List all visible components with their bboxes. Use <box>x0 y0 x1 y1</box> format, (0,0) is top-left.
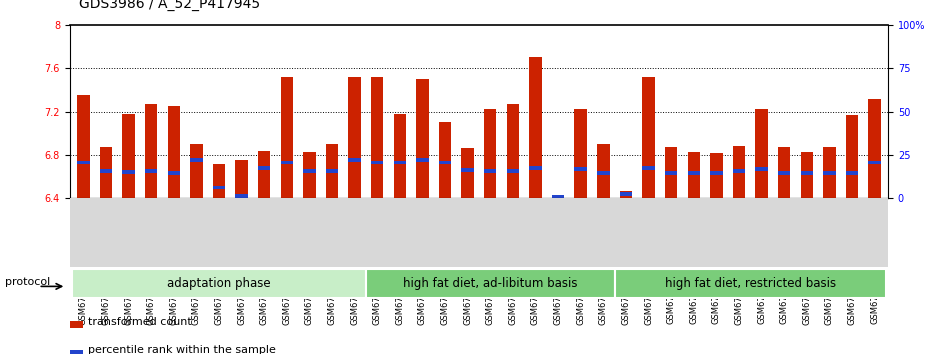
Bar <box>551 197 565 198</box>
Bar <box>733 169 745 173</box>
Bar <box>575 167 587 171</box>
Bar <box>100 147 113 198</box>
Bar <box>417 158 429 162</box>
Bar <box>72 269 365 297</box>
Bar <box>619 192 632 196</box>
Bar <box>417 79 429 198</box>
Bar <box>281 161 293 164</box>
Text: high fat diet, ad-libitum basis: high fat diet, ad-libitum basis <box>403 277 578 290</box>
Bar <box>167 171 180 175</box>
Bar <box>507 104 519 198</box>
Bar <box>755 109 768 198</box>
Bar <box>615 269 886 297</box>
Bar <box>484 169 497 173</box>
Bar <box>190 158 203 162</box>
Bar <box>326 169 339 173</box>
Bar <box>551 195 565 199</box>
Bar <box>213 185 225 189</box>
Bar <box>281 77 293 198</box>
Bar <box>869 161 881 164</box>
Bar <box>167 106 180 198</box>
Text: GDS3986 / A_52_P417945: GDS3986 / A_52_P417945 <box>79 0 260 11</box>
Bar <box>643 77 655 198</box>
Bar <box>77 95 89 198</box>
Text: transformed count: transformed count <box>87 317 192 327</box>
Text: high fat diet, restricted basis: high fat diet, restricted basis <box>665 277 836 290</box>
Bar <box>619 191 632 198</box>
Bar <box>845 171 858 175</box>
Bar <box>371 77 383 198</box>
Bar <box>100 169 113 173</box>
Bar <box>529 166 541 170</box>
Bar <box>303 152 315 198</box>
Bar <box>665 147 677 198</box>
Bar <box>733 146 745 198</box>
Bar <box>123 170 135 174</box>
Bar <box>70 350 83 354</box>
Bar <box>575 109 587 198</box>
Bar <box>823 147 835 198</box>
Bar <box>365 269 615 297</box>
Bar <box>687 171 700 175</box>
Bar <box>349 158 361 162</box>
Bar <box>777 147 790 198</box>
Bar <box>439 161 451 164</box>
Bar <box>823 171 835 175</box>
Bar <box>687 152 700 198</box>
Text: adaptation phase: adaptation phase <box>167 277 271 290</box>
Bar <box>439 122 451 198</box>
Text: protocol: protocol <box>5 276 50 287</box>
Bar <box>190 144 203 198</box>
Bar <box>484 109 497 198</box>
Bar <box>303 169 315 173</box>
Bar <box>371 161 383 164</box>
Bar <box>845 115 858 198</box>
Bar <box>77 161 89 164</box>
Bar <box>235 194 247 198</box>
Bar <box>258 150 271 198</box>
Bar <box>145 169 157 173</box>
Bar <box>643 166 655 170</box>
Bar <box>213 164 225 198</box>
Bar <box>665 171 677 175</box>
Bar <box>258 166 271 170</box>
Bar <box>801 171 813 175</box>
Text: percentile rank within the sample: percentile rank within the sample <box>87 344 275 354</box>
Bar <box>461 148 474 198</box>
Bar <box>801 152 813 198</box>
Bar <box>777 171 790 175</box>
Bar <box>393 161 406 164</box>
Bar <box>461 168 474 172</box>
Bar <box>529 57 541 198</box>
Bar <box>597 171 609 175</box>
Bar <box>349 77 361 198</box>
Bar <box>597 144 609 198</box>
Bar <box>393 114 406 198</box>
Bar <box>507 169 519 173</box>
Bar <box>70 321 83 328</box>
Bar <box>326 144 339 198</box>
Bar <box>123 114 135 198</box>
Bar <box>869 98 881 198</box>
Bar <box>235 160 247 198</box>
Bar <box>711 171 723 175</box>
Bar <box>145 104 157 198</box>
Bar <box>755 167 768 171</box>
Bar <box>711 153 723 198</box>
